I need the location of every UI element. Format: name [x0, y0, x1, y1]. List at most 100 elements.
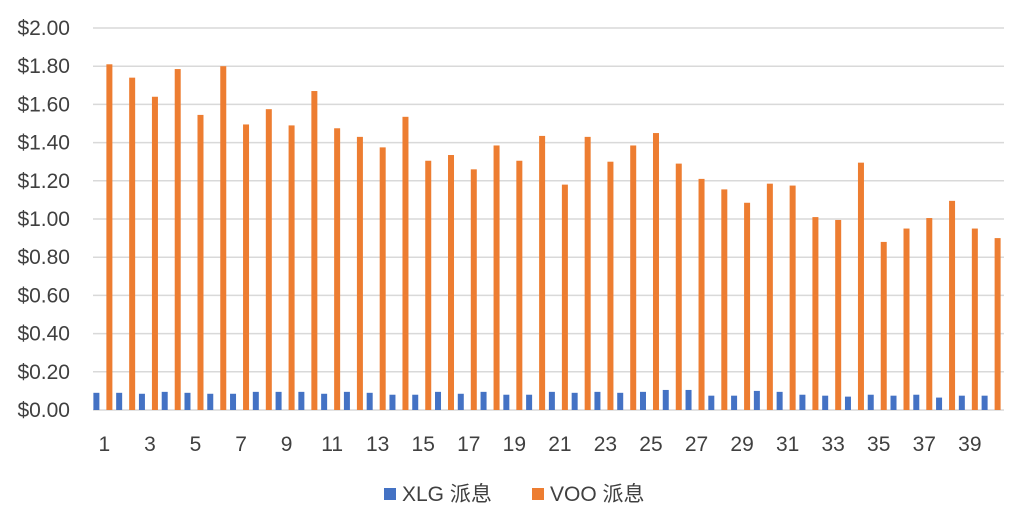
bar-xlg — [116, 392, 123, 410]
bar-voo — [197, 114, 204, 410]
bar-voo — [880, 241, 887, 410]
bar-voo — [744, 202, 751, 410]
y-tick-label: $0.00 — [17, 399, 70, 422]
legend-swatch — [384, 488, 396, 500]
bar-voo — [903, 228, 910, 410]
bar-xlg — [731, 395, 738, 410]
bar-voo — [402, 116, 409, 410]
x-tick-label: 39 — [958, 433, 981, 456]
x-tick-label: 13 — [366, 433, 389, 456]
y-tick-label: $1.00 — [17, 208, 70, 231]
bar-xlg — [343, 391, 350, 410]
legend: XLG 派息 VOO 派息 — [384, 483, 645, 506]
x-tick-label: 35 — [867, 433, 890, 456]
bar-xlg — [685, 389, 692, 410]
x-tick-label: 33 — [822, 433, 845, 456]
bar-xlg — [503, 394, 510, 410]
bar-xlg — [958, 395, 965, 410]
grid-lines — [93, 27, 1004, 411]
bar-voo — [539, 135, 546, 411]
x-tick-label: 23 — [594, 433, 617, 456]
bar-voo — [630, 145, 637, 410]
bar-xlg — [457, 393, 464, 410]
x-tick-label: 25 — [639, 433, 662, 456]
bar-xlg — [639, 391, 646, 410]
bar-xlg — [913, 394, 920, 410]
x-tick-label: 31 — [776, 433, 799, 456]
bar-xlg — [321, 393, 328, 410]
legend-label: VOO 派息 — [550, 483, 645, 506]
bar-voo — [356, 136, 363, 410]
bar-voo — [288, 125, 295, 410]
bar-xlg — [275, 391, 282, 410]
legend-label: XLG 派息 — [402, 483, 492, 506]
bar-xlg — [161, 391, 168, 410]
bar-xlg — [844, 396, 851, 410]
x-tick-label: 27 — [685, 433, 708, 456]
y-tick-label: $1.60 — [17, 93, 70, 116]
bar-voo — [129, 77, 136, 410]
bar-xlg — [708, 395, 715, 410]
bar-voo — [151, 96, 158, 410]
bar-xlg — [890, 395, 897, 410]
bar-xlg — [298, 391, 305, 410]
bar-xlg — [936, 397, 943, 410]
bar-xlg — [389, 394, 396, 410]
legend-swatch — [532, 488, 544, 500]
x-tick-label: 11 — [321, 433, 343, 456]
y-tick-label: $2.00 — [17, 17, 70, 40]
bar-voo — [106, 64, 113, 410]
bar-xlg — [93, 392, 100, 410]
y-tick-label: $0.40 — [17, 323, 70, 346]
bar-xlg — [594, 391, 601, 410]
y-tick-label: $1.80 — [17, 55, 70, 78]
bar-voo — [721, 189, 728, 410]
bar-xlg — [822, 395, 829, 410]
bar-voo — [220, 66, 227, 410]
x-tick-label: 1 — [99, 433, 111, 456]
y-axis-ticks: $0.00 $0.20 $0.40 $0.60 $0.80 $1.00 $1.20 $1.40… — [17, 17, 70, 422]
x-tick-label: 3 — [144, 433, 156, 456]
bar-voo — [561, 184, 568, 410]
bar-voo — [812, 217, 819, 410]
x-tick-label: 29 — [730, 433, 753, 456]
bar-xlg — [981, 395, 988, 410]
bar-xlg — [799, 394, 806, 410]
bar-voo — [698, 178, 705, 410]
y-tick-label: $1.20 — [17, 170, 70, 193]
bar-xlg — [776, 391, 783, 410]
bar-xlg — [366, 392, 373, 410]
bar-xlg — [867, 394, 874, 410]
bar-voo — [470, 169, 477, 410]
x-tick-label: 19 — [503, 433, 526, 456]
x-tick-label: 15 — [412, 433, 435, 456]
bar-xlg — [571, 392, 578, 410]
bar-xlg — [548, 391, 555, 410]
x-axis-ticks: 1 3 5 7 9 11 13 15 17 19 21 23 25 27 29 31 33 35 37 39 — [99, 433, 982, 456]
bar-voo — [516, 160, 523, 410]
y-tick-label: $0.80 — [17, 246, 70, 269]
bar-voo — [835, 219, 842, 410]
x-tick-label: 7 — [235, 433, 247, 456]
bar-voo — [857, 162, 864, 410]
bar-voo — [926, 218, 933, 410]
bar-xlg — [617, 392, 624, 410]
bar-voo — [607, 161, 614, 410]
bar-voo — [448, 155, 455, 410]
bar-xlg — [184, 392, 191, 410]
bars — [93, 64, 1001, 411]
bar-voo — [493, 145, 500, 410]
bar-xlg — [252, 391, 259, 410]
x-tick-label: 17 — [457, 433, 480, 456]
bar-voo — [334, 128, 341, 410]
bar-xlg — [412, 394, 419, 410]
bar-voo — [949, 200, 956, 410]
bar-voo — [994, 238, 1001, 410]
x-tick-label: 5 — [190, 433, 202, 456]
bar-voo — [971, 228, 978, 410]
bar-xlg — [207, 393, 214, 410]
bar-voo — [675, 163, 682, 410]
bar-voo — [379, 147, 386, 410]
bar-xlg — [480, 391, 487, 410]
